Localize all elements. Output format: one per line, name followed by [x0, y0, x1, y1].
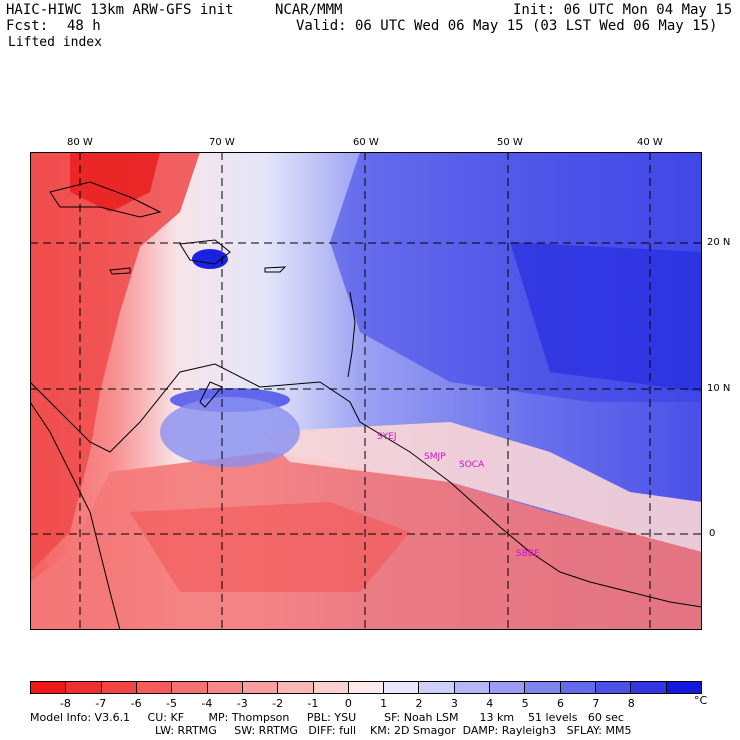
colorbar-swatch	[241, 682, 278, 693]
lat-label: 20 N	[707, 237, 731, 248]
colorbar-tick-label: 8	[627, 697, 635, 710]
colorbar-tick-label: 0	[344, 697, 352, 710]
lifted-index-map	[29, 152, 703, 631]
lon-label: 80 W	[67, 137, 93, 148]
neutral-band	[260, 422, 702, 552]
jamaica-coast	[109, 267, 131, 275]
colorbar-tick-label: -3	[236, 697, 248, 710]
pacific-coast	[29, 401, 121, 631]
colorbar-swatch	[277, 682, 313, 693]
model-title: HAIC-HIWC 13km ARW-GFS init	[6, 2, 234, 18]
forecast-hour: 48 h	[67, 18, 101, 34]
colorbar-tick-label: -2	[272, 697, 284, 710]
model-info-line1: Model Info: V3.6.1 CU: KF MP: Thompson P…	[30, 711, 624, 724]
station-label: SOCA	[459, 460, 485, 470]
init-time: Init: 06 UTC Mon 04 May 15	[513, 2, 733, 18]
south-america-coast	[29, 363, 703, 608]
venezuela-stable	[160, 397, 300, 467]
org-label: NCAR/MMM	[275, 2, 343, 18]
colorbar-tick-label: 3	[450, 697, 458, 710]
forecast-label: Fcst:	[6, 18, 49, 34]
colorbar-swatch	[595, 682, 631, 693]
colorbar-swatch	[206, 682, 242, 693]
colorbar	[30, 681, 702, 694]
colorbar-tick-label: -8	[59, 697, 71, 710]
lon-label: 50 W	[497, 137, 523, 148]
field-name: Lifted index	[8, 35, 102, 50]
colorbar-swatch	[100, 682, 136, 693]
colorbar-tick-label: 7	[592, 697, 600, 710]
lesser-antilles-coast	[347, 291, 356, 378]
colorbar-swatch	[171, 682, 207, 693]
colorbar-tick-label: -5	[165, 697, 177, 710]
lon-label: 40 W	[637, 137, 663, 148]
valid-time: Valid: 06 UTC Wed 06 May 15 (03 LST Wed …	[296, 18, 718, 34]
colorbar-swatch	[630, 682, 666, 693]
station-label: SBBE	[516, 549, 540, 559]
colorbar-tick-label: 1	[380, 697, 388, 710]
map-border	[30, 152, 702, 630]
station-label: SYEJ	[377, 432, 397, 442]
colorbar-tick-label: -4	[201, 697, 213, 710]
puerto-rico-coast	[264, 266, 287, 273]
colorbar-swatch	[65, 682, 101, 693]
colorbar-swatch	[135, 682, 172, 693]
colorbar-tick-label: 5	[521, 697, 529, 710]
colorbar-swatch	[347, 682, 384, 693]
colorbar-swatch	[559, 682, 595, 693]
model-info-line2: LW: RRTMG SW: RRTMG DIFF: full KM: 2D Sm…	[155, 724, 632, 737]
colorbar-tick-label: 2	[415, 697, 423, 710]
lat-lon-grid	[30, 152, 702, 630]
colorbar-swatch	[489, 682, 525, 693]
colorbar-tick-label: 4	[486, 697, 494, 710]
colorbar-swatch	[453, 682, 490, 693]
colorbar-swatch	[383, 682, 419, 693]
station-label: SMJP	[424, 452, 446, 462]
colorbar-swatch	[524, 682, 560, 693]
colorbar-tick-label: -1	[307, 697, 319, 710]
lat-label: 0	[709, 528, 716, 539]
stable-core	[510, 242, 702, 392]
cuba-warm-core	[70, 152, 160, 212]
colorbar-swatch	[31, 682, 66, 693]
cuba-coast	[49, 181, 162, 218]
amazon-warm-core	[130, 502, 410, 592]
colorbar-swatch	[418, 682, 454, 693]
colorbar-tick-label: -6	[130, 697, 142, 710]
colorbar-tick-label: 6	[557, 697, 565, 710]
warm-region-west	[30, 152, 200, 572]
lon-label: 70 W	[209, 137, 235, 148]
map-canvas	[29, 152, 703, 631]
colorbar-swatch	[312, 682, 348, 693]
colorbar-tick-label: -7	[95, 697, 107, 710]
colorbar-swatch	[665, 682, 701, 693]
lon-label: 60 W	[353, 137, 379, 148]
lat-label: 10 N	[707, 383, 731, 394]
colorbar-unit: °C	[694, 694, 708, 707]
hispaniola-stable	[192, 249, 228, 269]
